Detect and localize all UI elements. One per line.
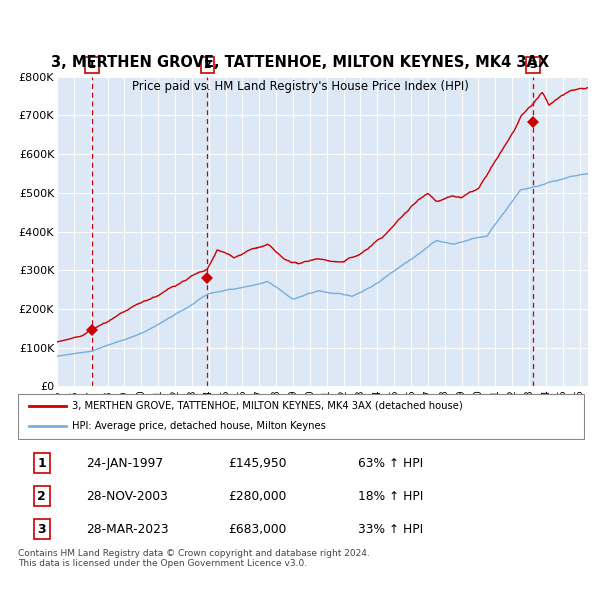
Text: 18% ↑ HPI: 18% ↑ HPI <box>358 490 424 503</box>
Text: 3: 3 <box>529 60 537 70</box>
Text: 28-NOV-2003: 28-NOV-2003 <box>86 490 168 503</box>
Text: 1: 1 <box>88 60 96 70</box>
Text: £145,950: £145,950 <box>228 457 286 470</box>
Text: 3, MERTHEN GROVE, TATTENHOE, MILTON KEYNES, MK4 3AX: 3, MERTHEN GROVE, TATTENHOE, MILTON KEYN… <box>51 55 549 70</box>
Text: 63% ↑ HPI: 63% ↑ HPI <box>358 457 424 470</box>
Text: 28-MAR-2023: 28-MAR-2023 <box>86 523 169 536</box>
Text: 3, MERTHEN GROVE, TATTENHOE, MILTON KEYNES, MK4 3AX (detached house): 3, MERTHEN GROVE, TATTENHOE, MILTON KEYN… <box>72 401 463 411</box>
Text: £280,000: £280,000 <box>228 490 286 503</box>
Text: 2: 2 <box>37 490 46 503</box>
Text: 3: 3 <box>38 523 46 536</box>
Text: Contains HM Land Registry data © Crown copyright and database right 2024.
This d: Contains HM Land Registry data © Crown c… <box>18 549 370 568</box>
Text: 2: 2 <box>203 60 211 70</box>
Text: £683,000: £683,000 <box>228 523 286 536</box>
Text: Price paid vs. HM Land Registry's House Price Index (HPI): Price paid vs. HM Land Registry's House … <box>131 80 469 93</box>
FancyBboxPatch shape <box>18 394 584 438</box>
Text: 1: 1 <box>37 457 46 470</box>
Text: 24-JAN-1997: 24-JAN-1997 <box>86 457 163 470</box>
Text: 33% ↑ HPI: 33% ↑ HPI <box>358 523 424 536</box>
Text: HPI: Average price, detached house, Milton Keynes: HPI: Average price, detached house, Milt… <box>72 421 326 431</box>
